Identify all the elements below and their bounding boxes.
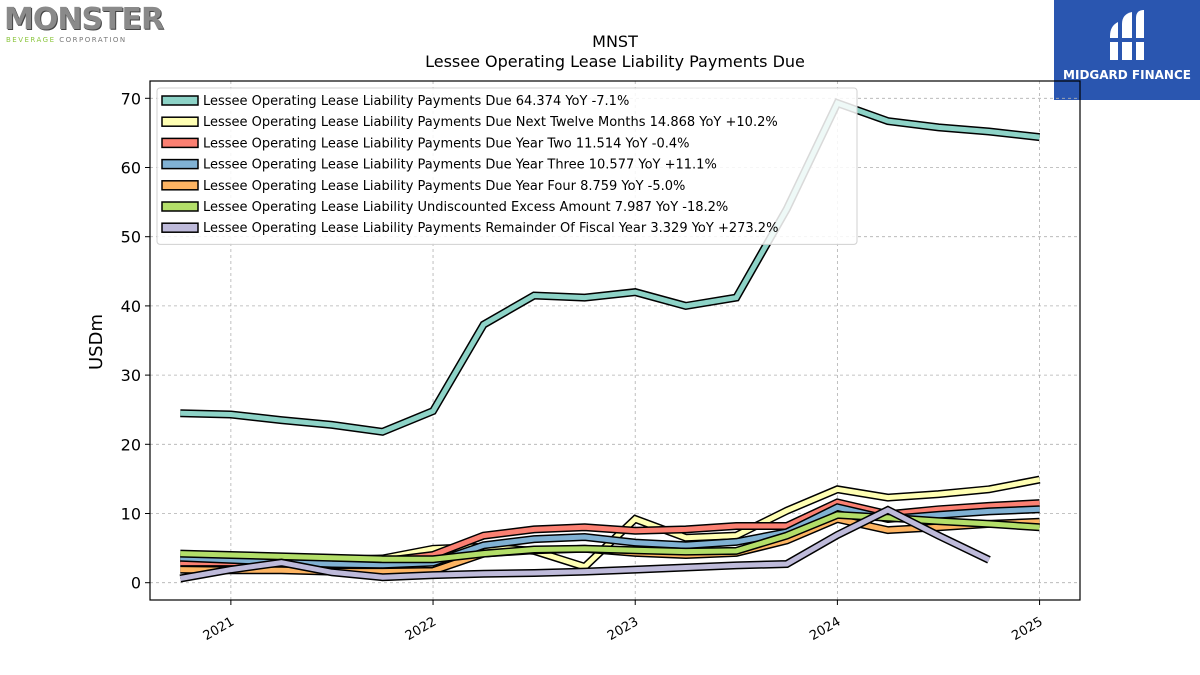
legend-swatch bbox=[161, 201, 199, 212]
legend-label: Lessee Operating Lease Liability Payment… bbox=[203, 94, 629, 109]
legend-box bbox=[156, 87, 858, 245]
legend-entry: Lessee Operating Lease Liability Payment… bbox=[161, 221, 778, 236]
legend-entry: Lessee Operating Lease Liability Payment… bbox=[161, 158, 717, 173]
midgard-finance-logo: MIDGARD FINANCE bbox=[1054, 0, 1200, 100]
chart-subtitle: Lessee Operating Lease Liability Payment… bbox=[425, 52, 805, 71]
legend-label: Lessee Operating Lease Liability Payment… bbox=[203, 115, 778, 130]
y-axis-label: USDm bbox=[86, 314, 107, 370]
series-line-1 bbox=[180, 98, 1041, 436]
legend-entry: Lessee Operating Lease Liability Payment… bbox=[161, 179, 685, 194]
legend-swatch bbox=[161, 158, 199, 170]
legend-entry: Lessee Operating Lease Liability Payment… bbox=[161, 136, 689, 151]
legend-swatch bbox=[161, 180, 199, 191]
legend-label: Lessee Operating Lease Liability Undisco… bbox=[203, 200, 728, 215]
y-tick-label: 60 bbox=[121, 159, 141, 178]
y-tick-label: 50 bbox=[121, 228, 141, 247]
x-tick-label: 2021 bbox=[201, 614, 237, 644]
legend-swatch bbox=[161, 116, 199, 127]
monster-logo-wordmark: MONSTER bbox=[4, 2, 164, 37]
monster-logo-subtext: BEVERAGE CORPORATION bbox=[6, 36, 164, 44]
legend-entry: Lessee Operating Lease Liability Payment… bbox=[161, 94, 629, 109]
x-tick-label: 2025 bbox=[1009, 614, 1045, 644]
legend-label: Lessee Operating Lease Liability Payment… bbox=[203, 158, 717, 173]
legend-entry: Lessee Operating Lease Liability Payment… bbox=[161, 115, 778, 130]
y-tick-label: 10 bbox=[121, 505, 141, 524]
y-tick-label: 20 bbox=[121, 435, 141, 454]
midgard-mark-icon bbox=[1108, 10, 1146, 60]
y-tick-label: 40 bbox=[121, 297, 141, 316]
monster-logo-subtext-accent: BEVERAGE bbox=[6, 36, 56, 44]
legend: Lessee Operating Lease Liability Payment… bbox=[156, 87, 858, 245]
legend-label: Lessee Operating Lease Liability Payment… bbox=[203, 179, 685, 194]
legend-swatch bbox=[161, 222, 199, 233]
chart-title: MNST bbox=[592, 32, 638, 51]
monster-logo-subtext-corp: CORPORATION bbox=[59, 36, 127, 44]
y-tick-label: 30 bbox=[121, 366, 141, 385]
series-line-7 bbox=[179, 505, 991, 583]
monster-logo: MONSTER BEVERAGE CORPORATION bbox=[4, 4, 164, 46]
x-tick-label: 2024 bbox=[807, 614, 843, 644]
legend-swatch bbox=[161, 137, 199, 149]
midgard-finance-name: MIDGARD FINANCE bbox=[1063, 68, 1191, 82]
y-tick-label: 70 bbox=[121, 89, 141, 108]
series-stroke bbox=[180, 99, 1040, 435]
series-stroke bbox=[179, 507, 991, 581]
legend-label: Lessee Operating Lease Liability Payment… bbox=[203, 221, 778, 236]
x-tick-label: 2023 bbox=[605, 614, 641, 644]
series-lines bbox=[179, 98, 1041, 583]
y-tick-label: 0 bbox=[131, 574, 141, 593]
x-tick-label: 2022 bbox=[403, 614, 439, 644]
legend-swatch bbox=[161, 95, 199, 106]
legend-entry: Lessee Operating Lease Liability Undisco… bbox=[161, 200, 728, 215]
plot-frame bbox=[149, 80, 1081, 601]
legend-label: Lessee Operating Lease Liability Payment… bbox=[203, 136, 689, 151]
